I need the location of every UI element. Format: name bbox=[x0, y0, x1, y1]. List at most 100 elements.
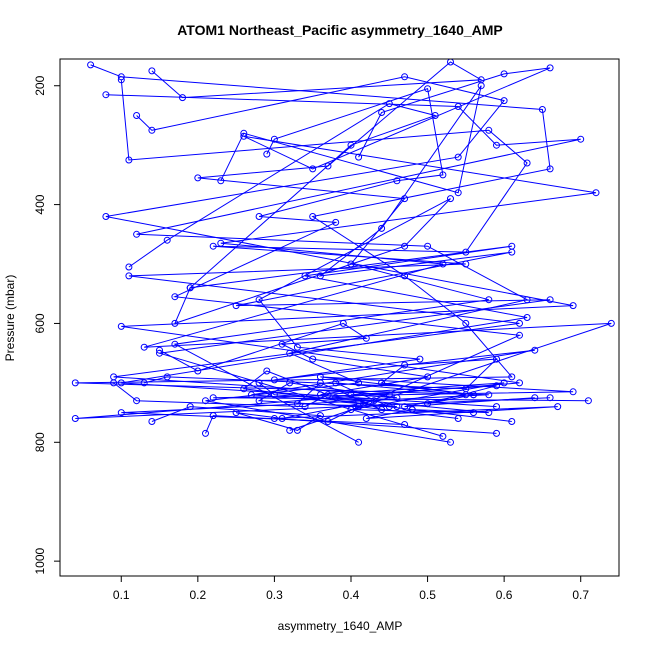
data-point bbox=[508, 418, 516, 425]
data-point bbox=[401, 361, 409, 369]
data-point bbox=[493, 141, 500, 149]
data-point bbox=[424, 400, 432, 408]
data-point bbox=[454, 189, 462, 197]
data-point bbox=[240, 129, 248, 137]
data-point bbox=[286, 426, 294, 434]
series-line bbox=[113, 79, 528, 396]
data-point bbox=[293, 400, 301, 408]
data-point bbox=[125, 263, 133, 271]
data-point bbox=[378, 406, 386, 414]
data-point bbox=[202, 429, 209, 437]
data-point bbox=[584, 397, 592, 405]
x-tick-label: 0.2 bbox=[189, 588, 206, 602]
data-point bbox=[217, 239, 225, 247]
data-point bbox=[516, 379, 523, 387]
data-point bbox=[447, 438, 454, 446]
data-point bbox=[316, 379, 324, 387]
data-point bbox=[171, 293, 179, 301]
data-point bbox=[71, 415, 79, 422]
chart-title: ATOM1 Northeast_Pacific asymmetry_1640_A… bbox=[177, 22, 503, 38]
data-point bbox=[439, 171, 447, 179]
data-point bbox=[554, 403, 562, 411]
data-point bbox=[401, 242, 409, 250]
data-point bbox=[270, 391, 278, 399]
data-point bbox=[293, 426, 301, 434]
data-point bbox=[462, 391, 470, 399]
data-point bbox=[393, 177, 401, 185]
series-1 bbox=[102, 91, 585, 446]
data-point bbox=[592, 189, 600, 197]
data-point bbox=[424, 85, 432, 93]
data-point bbox=[462, 319, 470, 327]
series-line bbox=[144, 358, 589, 402]
data-point bbox=[516, 319, 523, 327]
data-point bbox=[202, 397, 209, 405]
data-point bbox=[607, 319, 615, 327]
data-point bbox=[508, 242, 516, 250]
data-point bbox=[156, 346, 163, 354]
series-6 bbox=[171, 85, 523, 422]
data-point bbox=[385, 403, 393, 411]
plot-frame bbox=[59, 58, 620, 577]
data-point bbox=[301, 272, 309, 280]
data-point bbox=[110, 379, 118, 387]
data-point bbox=[500, 97, 508, 105]
data-point bbox=[240, 385, 248, 393]
data-point bbox=[339, 319, 347, 327]
series-0 bbox=[71, 61, 554, 428]
series-line bbox=[144, 67, 612, 431]
x-tick-label: 0.7 bbox=[572, 588, 589, 602]
data-point bbox=[500, 70, 508, 78]
data-point bbox=[140, 343, 148, 351]
data-point bbox=[316, 412, 324, 420]
data-point bbox=[171, 319, 179, 327]
data-point bbox=[140, 379, 148, 387]
series-9 bbox=[171, 195, 539, 411]
data-point bbox=[332, 218, 340, 226]
data-point bbox=[424, 373, 432, 381]
x-tick-label: 0.4 bbox=[343, 588, 360, 602]
data-point bbox=[454, 153, 462, 161]
data-point bbox=[293, 343, 301, 351]
data-point bbox=[378, 379, 386, 387]
y-axis: 200 400 600 800 1000 bbox=[33, 75, 60, 574]
data-point bbox=[523, 159, 531, 167]
data-point bbox=[332, 379, 340, 387]
data-point bbox=[424, 242, 432, 250]
data-point bbox=[309, 355, 317, 363]
data-point bbox=[516, 331, 523, 339]
y-axis-label: Pressure (mbar) bbox=[3, 275, 17, 362]
data-point bbox=[286, 379, 294, 387]
data-point bbox=[362, 415, 370, 422]
data-point bbox=[117, 379, 125, 387]
data-point bbox=[416, 355, 424, 363]
y-tick-label: 400 bbox=[33, 194, 47, 214]
data-point bbox=[133, 112, 141, 119]
data-point bbox=[255, 379, 263, 387]
data-point bbox=[148, 126, 156, 134]
y-tick-label: 800 bbox=[33, 432, 47, 452]
data-point bbox=[148, 67, 156, 75]
data-point bbox=[163, 373, 171, 381]
data-point bbox=[186, 284, 194, 292]
series-line bbox=[75, 64, 551, 425]
data-point bbox=[255, 213, 263, 220]
data-point bbox=[209, 242, 217, 250]
data-point bbox=[209, 412, 217, 420]
data-point bbox=[278, 340, 286, 348]
data-point bbox=[324, 162, 332, 170]
data-point bbox=[385, 100, 393, 108]
series-line bbox=[173, 88, 522, 419]
data-point bbox=[255, 397, 263, 405]
data-point bbox=[355, 438, 363, 446]
data-point bbox=[133, 397, 141, 405]
y-tick-label: 200 bbox=[33, 75, 47, 95]
data-point bbox=[378, 109, 386, 116]
data-point bbox=[439, 432, 447, 440]
data-point bbox=[255, 296, 263, 304]
data-point bbox=[546, 64, 554, 72]
series-3 bbox=[110, 76, 531, 399]
data-point bbox=[324, 418, 332, 425]
data-point bbox=[538, 106, 546, 113]
data-point bbox=[508, 373, 516, 381]
